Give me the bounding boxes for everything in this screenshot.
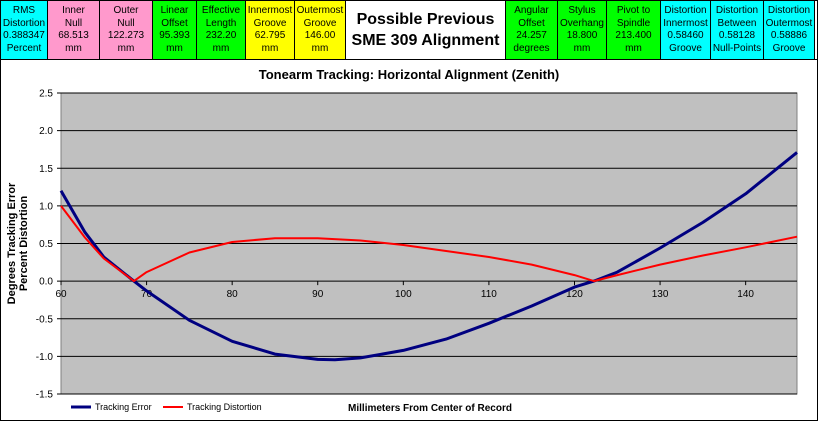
param-label: Overhang bbox=[560, 17, 604, 29]
param-value: mm bbox=[117, 42, 135, 54]
left-param-cell-5: Innermost Groove 62.795 mm bbox=[246, 1, 295, 59]
right-param-cell-1: Stylus Overhang 18.800 mm bbox=[558, 1, 607, 59]
param-label: Length bbox=[205, 17, 237, 29]
y-tick-label: 2.5 bbox=[39, 89, 53, 100]
x-axis-label: Millimeters From Center of Record bbox=[348, 403, 512, 414]
param-value: Groove bbox=[772, 42, 806, 54]
param-value: 146.00 bbox=[304, 30, 336, 41]
param-value: 122.273 bbox=[107, 30, 145, 41]
x-tick-label: 90 bbox=[312, 289, 324, 300]
param-value: mm bbox=[625, 42, 642, 54]
y-tick-label: -1.0 bbox=[36, 352, 54, 363]
header-bar: RMS Distortion 0.388347 Percent Inner Null 68.… bbox=[1, 1, 817, 60]
param-label: Groove bbox=[253, 17, 287, 29]
header-divider bbox=[1, 59, 817, 60]
right-param-cell-5: Distortion Outermost 0.58886 Groove bbox=[764, 1, 815, 59]
param-label: Innermost bbox=[247, 5, 293, 16]
param-label: Offset bbox=[161, 17, 188, 29]
x-tick-label: 110 bbox=[481, 289, 497, 300]
legend-label: Tracking Distortion bbox=[187, 402, 262, 412]
right-param-cell-4: Distortion Between 0.58128 Null-Points bbox=[711, 1, 764, 59]
right-param-cell-3: Distortion Innermost 0.58460 Groove bbox=[661, 1, 711, 59]
param-label: Outer bbox=[113, 5, 139, 16]
param-label: Distortion bbox=[2, 17, 46, 29]
param-label: Null bbox=[117, 17, 135, 29]
series-line-tracking-distortion bbox=[60, 205, 798, 283]
param-value: mm bbox=[212, 42, 230, 54]
alignment-title-line1: Possible Previous bbox=[356, 11, 495, 28]
param-value: 0.58128 bbox=[718, 30, 756, 41]
param-label: Distortion bbox=[767, 5, 811, 16]
x-tick-label: 130 bbox=[652, 289, 669, 300]
tracking-chart: Tonearm Tracking: Horizontal Alignment (… bbox=[6, 67, 798, 414]
param-value: 0.388347 bbox=[3, 30, 45, 41]
param-value: 0.58886 bbox=[770, 30, 808, 41]
x-tick-label: 100 bbox=[395, 289, 412, 300]
param-label: Innermost bbox=[663, 17, 708, 29]
y-tick-label: 0.0 bbox=[39, 277, 53, 288]
param-label: Distortion bbox=[664, 5, 707, 16]
y-tick-label: -1.5 bbox=[36, 390, 54, 401]
param-label: Offset bbox=[518, 17, 545, 29]
param-label: Linear bbox=[160, 5, 189, 16]
param-value: 232.20 bbox=[205, 30, 237, 41]
x-tick-label: 70 bbox=[141, 289, 153, 300]
left-param-cell-2: Outer Null 122.273 mm bbox=[100, 1, 153, 59]
x-tick-label: 60 bbox=[55, 289, 67, 300]
param-value: 24.257 bbox=[516, 30, 547, 41]
param-label: Groove bbox=[303, 17, 337, 29]
param-label: Null bbox=[64, 17, 83, 29]
param-label: Pivot to bbox=[616, 5, 651, 16]
left-param-cell-1: Inner Null 68.513 mm bbox=[48, 1, 100, 59]
param-value: Percent bbox=[6, 42, 42, 54]
left-param-cell-4: Effective Length 232.20 mm bbox=[197, 1, 246, 59]
param-label: Effective bbox=[201, 5, 241, 16]
y-tick-label: 0.5 bbox=[39, 239, 53, 250]
y-axis-label: Percent Distortion bbox=[18, 196, 30, 292]
y-axis-label: Degrees Tracking Error bbox=[6, 182, 18, 304]
param-value: mm bbox=[311, 42, 329, 54]
param-label: Between bbox=[717, 17, 757, 29]
param-value: degrees bbox=[513, 42, 550, 54]
param-label: Angular bbox=[514, 5, 549, 16]
param-label: Outermost bbox=[296, 5, 344, 16]
legend-label: Tracking Error bbox=[95, 402, 152, 412]
param-value: 18.800 bbox=[566, 30, 598, 41]
param-label: RMS bbox=[12, 5, 36, 16]
x-tick-label: 140 bbox=[737, 289, 754, 300]
right-param-cell-0: Angular Offset 24.257 degrees bbox=[506, 1, 558, 59]
series-line-tracking-error bbox=[59, 151, 798, 362]
y-tick-label: 1.0 bbox=[39, 201, 53, 212]
y-tick-label: 1.5 bbox=[39, 164, 53, 175]
right-param-cell-2: Pivot to Spindle 213.400 mm bbox=[607, 1, 661, 59]
param-label: Inner bbox=[62, 5, 85, 16]
param-value: mm bbox=[65, 42, 82, 54]
param-value: mm bbox=[573, 42, 591, 54]
left-param-cell-0: RMS Distortion 0.388347 Percent bbox=[1, 1, 48, 59]
chart-title: Tonearm Tracking: Horizontal Alignment (… bbox=[259, 67, 559, 82]
param-value: 68.513 bbox=[58, 30, 89, 41]
y-tick-label: 2.0 bbox=[39, 126, 53, 137]
param-value: Groove bbox=[669, 42, 702, 54]
left-param-cell-3: Linear Offset 95.393 mm bbox=[153, 1, 197, 59]
x-tick-label: 80 bbox=[227, 289, 239, 300]
x-tick-label: 120 bbox=[566, 289, 583, 300]
param-value: 62.795 bbox=[254, 30, 286, 41]
param-label: Distortion bbox=[715, 5, 759, 16]
y-tick-label: -0.5 bbox=[36, 314, 54, 325]
param-label: Stylus bbox=[568, 5, 596, 16]
param-value: 95.393 bbox=[159, 30, 190, 41]
param-value: mm bbox=[166, 42, 183, 54]
param-value: mm bbox=[261, 42, 279, 54]
alignment-title-line2: SME 309 Alignment bbox=[351, 32, 500, 49]
param-label: Outermost bbox=[765, 17, 813, 29]
alignment-title: Possible Previous SME 309 Alignment bbox=[346, 1, 506, 59]
param-value: 213.400 bbox=[615, 30, 652, 41]
param-value: Null-Points bbox=[712, 42, 762, 54]
left-param-cell-6: Outermost Groove 146.00 mm bbox=[295, 1, 346, 59]
param-value: 0.58460 bbox=[667, 30, 704, 41]
param-label: Spindle bbox=[616, 17, 651, 29]
